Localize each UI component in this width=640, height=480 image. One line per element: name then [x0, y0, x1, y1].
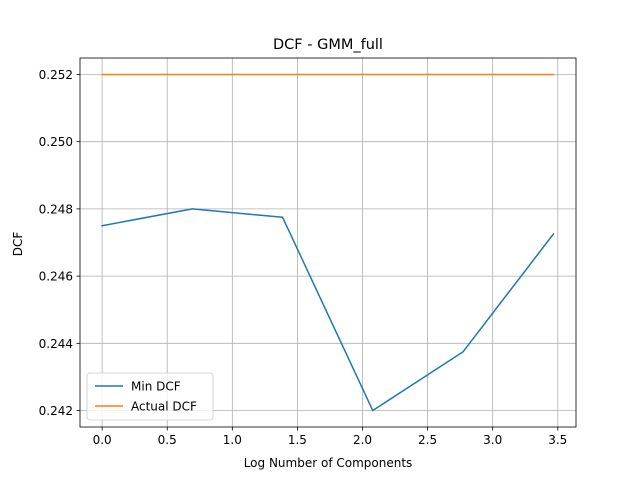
- y-tick-label: 0.246: [39, 270, 73, 284]
- x-tick-label: 0.5: [158, 433, 177, 447]
- x-tick-label: 2.0: [353, 433, 372, 447]
- x-tick-label: 2.5: [418, 433, 437, 447]
- y-tick-label: 0.242: [39, 404, 73, 418]
- x-tick-label: 3.5: [548, 433, 567, 447]
- x-tick-label: 1.0: [223, 433, 242, 447]
- x-tick-label: 3.0: [483, 433, 502, 447]
- y-tick-label: 0.252: [39, 68, 73, 82]
- y-axis-ticks: 0.242 0.244 0.246 0.248 0.250 0.252: [39, 68, 80, 418]
- series-line-min-dcf: [101, 208, 555, 412]
- series-layer: [101, 73, 555, 412]
- y-tick-label: 0.244: [39, 337, 73, 351]
- legend: Min DCF Actual DCF: [86, 372, 214, 421]
- y-tick-label: 0.248: [39, 202, 73, 216]
- legend-box: [86, 372, 214, 421]
- x-tick-label: 1.5: [288, 433, 307, 447]
- legend-entry-label: Min DCF: [131, 380, 181, 394]
- y-axis-label: DCF: [11, 232, 25, 257]
- x-axis-label: Log Number of Components: [244, 456, 413, 470]
- plot-area: [80, 58, 576, 427]
- plot-frame: [79, 57, 577, 428]
- y-tick-label: 0.250: [39, 135, 73, 149]
- x-axis-ticks: 0.0 0.5 1.0 1.5 2.0 2.5 3.0 3.5: [93, 427, 567, 447]
- chart-title: DCF - GMM_full: [273, 37, 383, 53]
- x-tick-label: 0.0: [93, 433, 112, 447]
- legend-entry-label: Actual DCF: [131, 400, 197, 414]
